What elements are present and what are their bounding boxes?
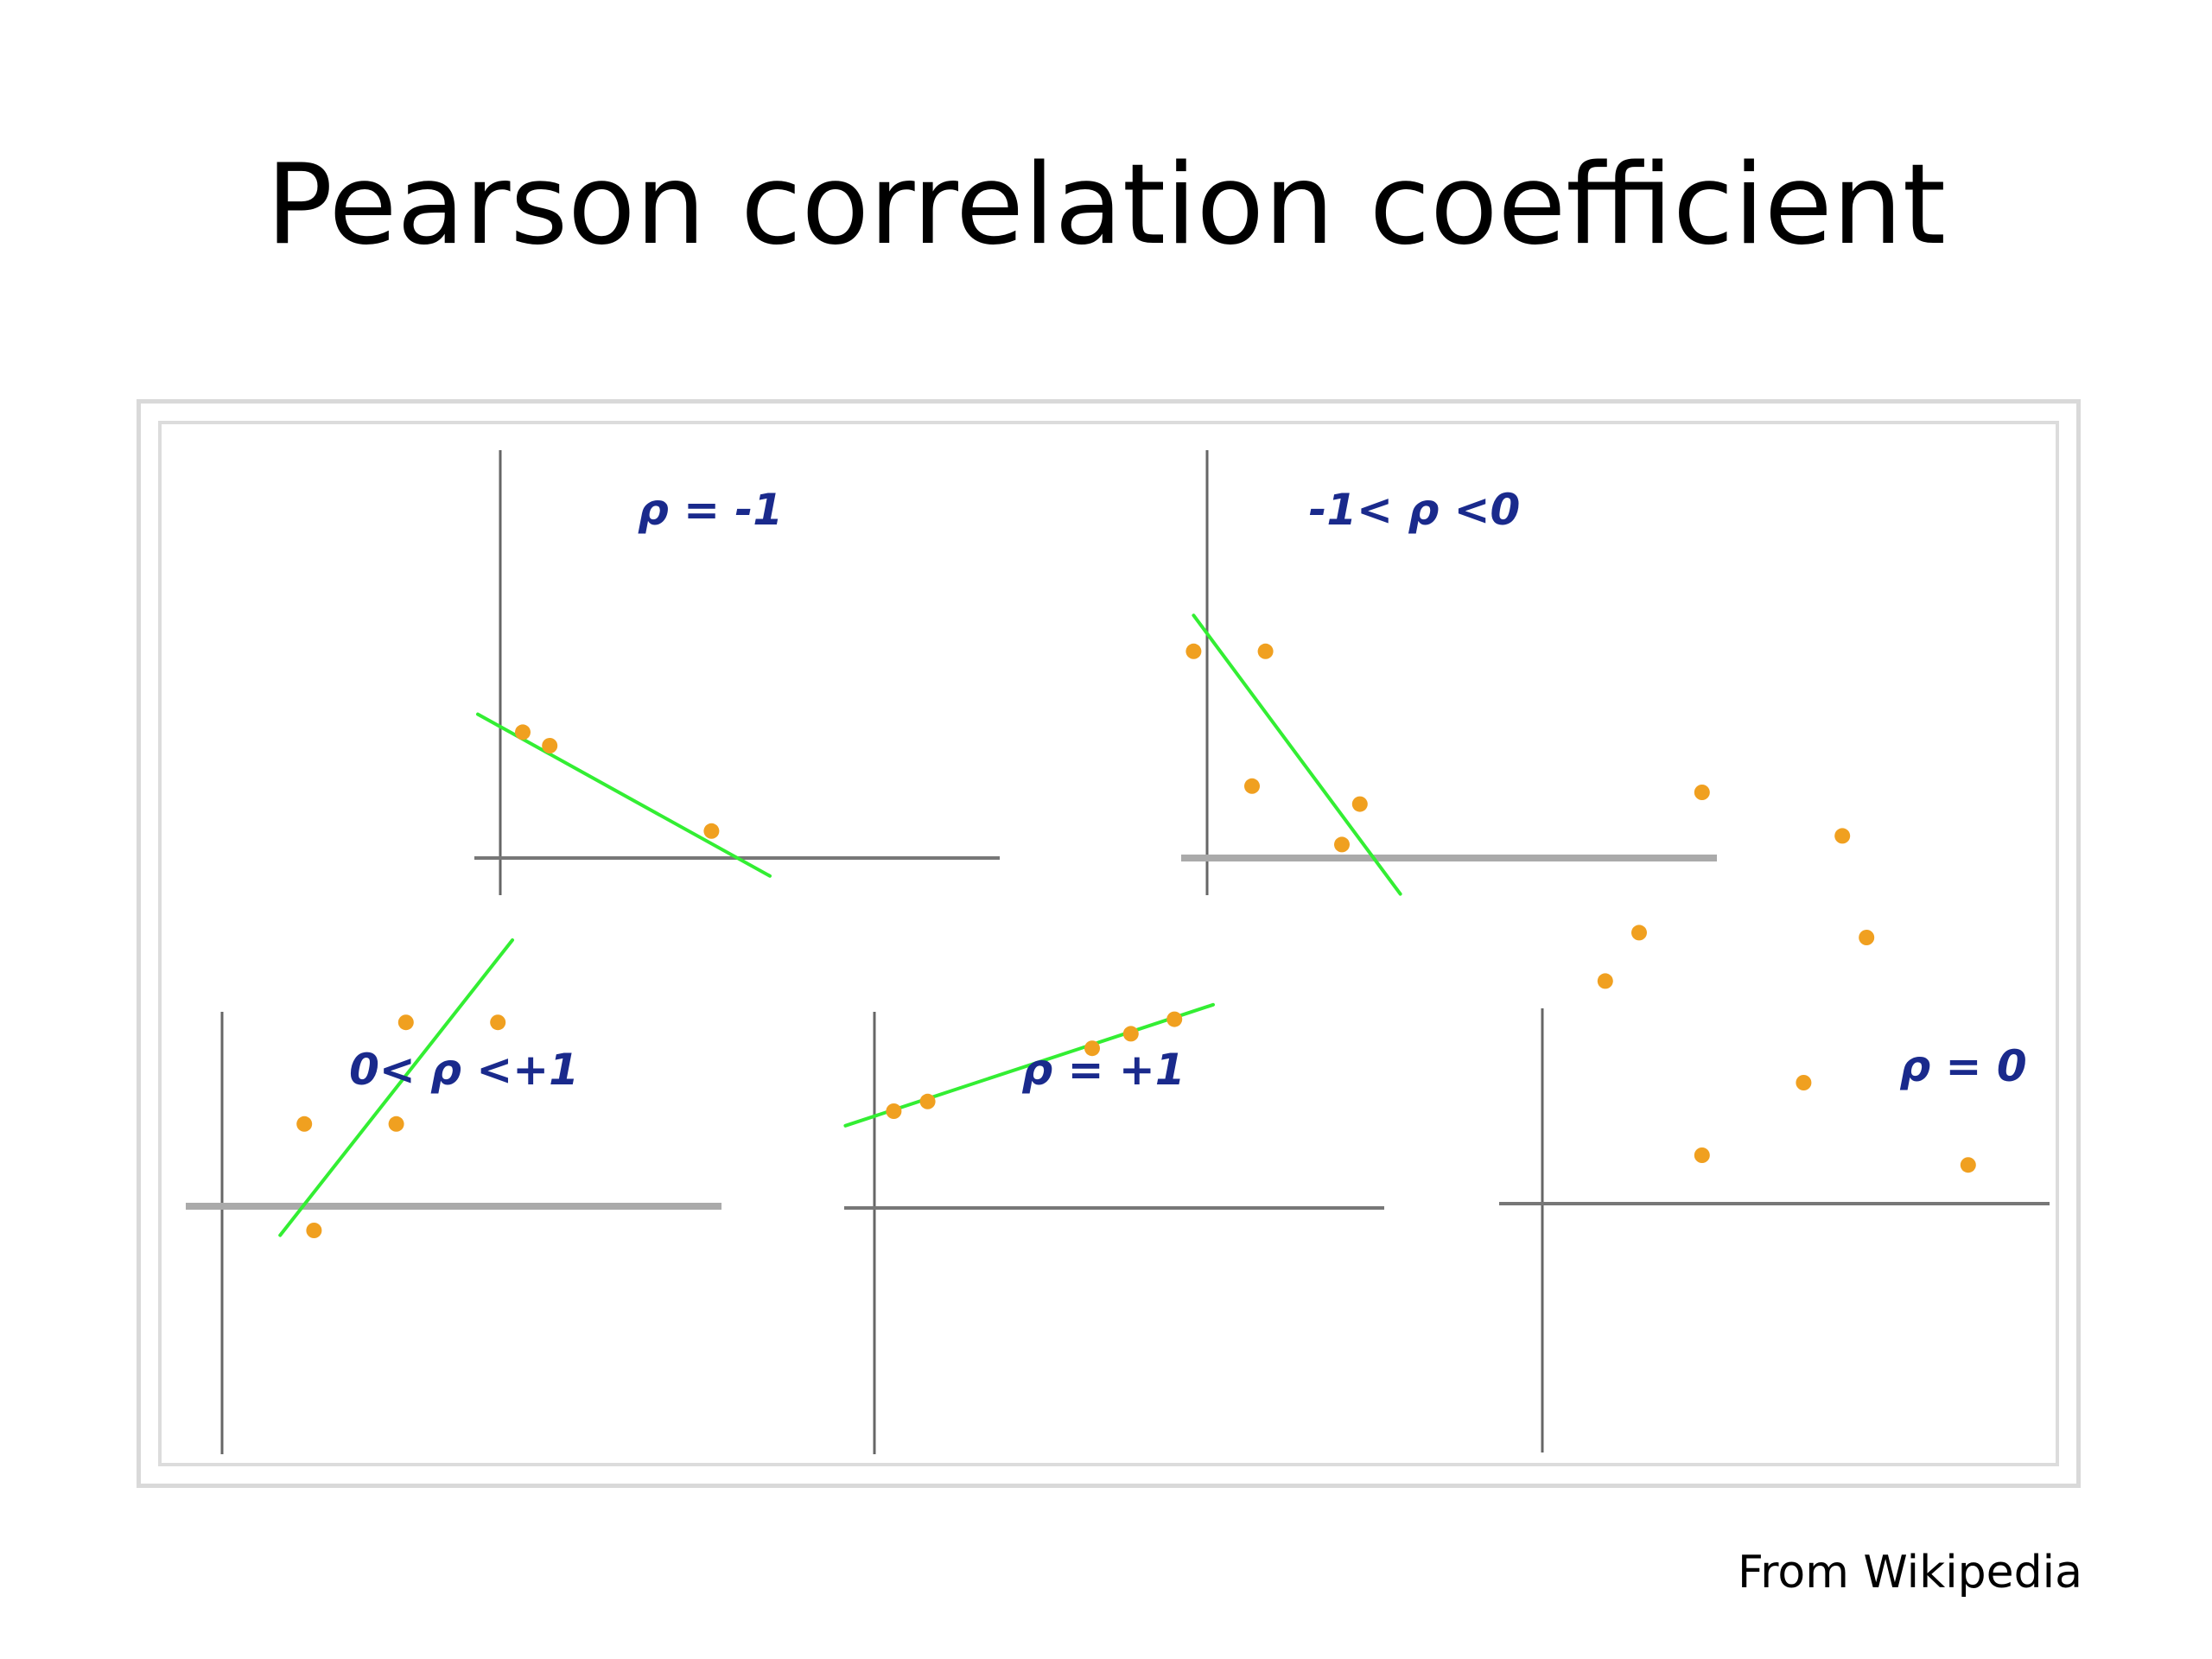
data-point [1631, 925, 1647, 941]
data-point [1597, 973, 1613, 989]
data-point [1694, 785, 1710, 800]
fit-line [278, 938, 514, 1237]
data-point [515, 724, 531, 741]
data-point [1244, 778, 1260, 794]
figure-panel-area: ρ = -1 -1< ρ <0 0< ρ <+1 ρ = +1 ρ = 0 [158, 421, 2059, 1466]
data-point [1859, 930, 1875, 945]
data-point [1166, 1011, 1183, 1027]
data-point [1122, 1026, 1139, 1042]
figure-frame: ρ = -1 -1< ρ <0 0< ρ <+1 ρ = +1 ρ = 0 [137, 399, 2081, 1488]
panel-rho-between-minus-1-and-0: -1< ρ <0 [1181, 450, 1717, 896]
data-point [1796, 1075, 1812, 1090]
data-point [1084, 1040, 1100, 1057]
data-point [1334, 836, 1350, 853]
data-point [542, 738, 558, 753]
fit-line [476, 712, 772, 878]
data-point [703, 823, 720, 839]
data-point [919, 1093, 936, 1109]
data-point [296, 1116, 313, 1132]
data-point [886, 1103, 902, 1119]
fit-line [843, 1002, 1215, 1128]
panel-label: ρ = 0 [1899, 1041, 2026, 1091]
data-point [1834, 828, 1851, 844]
correlation-figure: ρ = -1 -1< ρ <0 0< ρ <+1 ρ = +1 ρ = 0 [186, 450, 2050, 1454]
data-point [388, 1116, 404, 1132]
slide-title: Pearson correlation coefficient [266, 141, 1946, 270]
panel-label: ρ = -1 [638, 485, 783, 535]
data-point [1694, 1147, 1710, 1163]
panel-label: 0< ρ <+1 [349, 1045, 579, 1095]
data-point [397, 1014, 414, 1031]
panel-label: ρ = +1 [1021, 1045, 1185, 1095]
data-point [490, 1014, 506, 1031]
panel-rho-0: ρ = 0 [1499, 785, 2050, 1452]
data-point [1257, 643, 1274, 659]
data-point [1960, 1157, 1976, 1173]
source-caption: From Wikipedia [1738, 1547, 2082, 1599]
data-point [1351, 796, 1368, 812]
data-point [306, 1223, 322, 1238]
panel-label: -1< ρ <0 [1309, 485, 1521, 535]
fit-line [1192, 613, 1402, 896]
panel-rho-between-0-and-plus-1: 0< ρ <+1 [186, 938, 721, 1454]
panel-rho-plus-1: ρ = +1 [843, 1002, 1384, 1454]
data-point [1185, 643, 1202, 659]
panel-rho-minus-1: ρ = -1 [474, 450, 1000, 895]
